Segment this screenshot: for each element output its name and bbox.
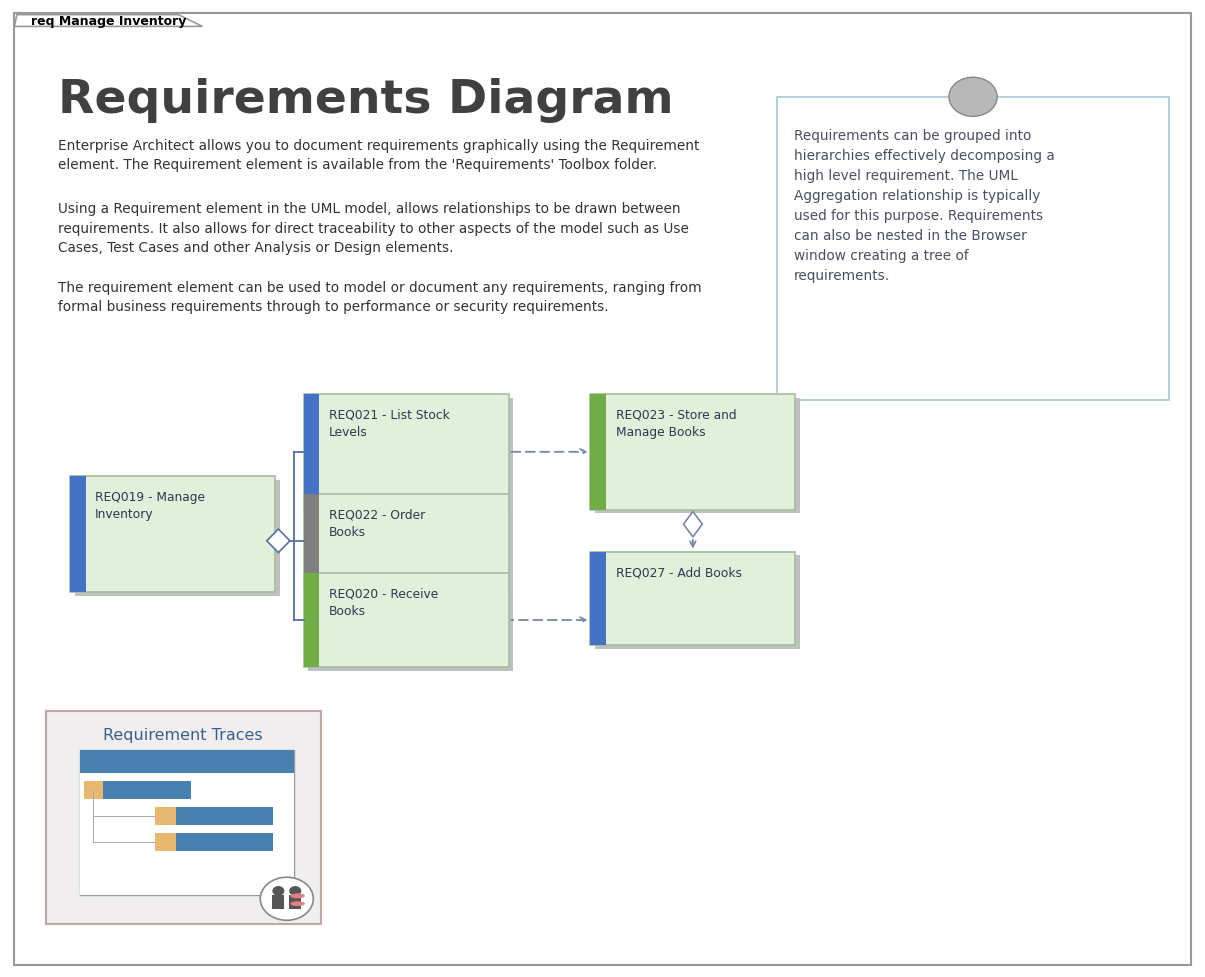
Circle shape [950,78,998,117]
Bar [272,895,284,909]
Circle shape [289,886,301,896]
Bar [308,577,513,671]
Bar [80,774,294,895]
Text: Using a Requirement element in the UML model, allows relationships to be drawn b: Using a Requirement element in the UML m… [58,202,689,255]
Bar [308,399,513,514]
Text: Requirement Traces: Requirement Traces [104,727,263,742]
Text: REQ027 - Add Books: REQ027 - Add Books [616,566,742,578]
Bar [304,573,509,667]
Bar [75,481,280,596]
Ellipse shape [290,901,305,907]
Polygon shape [266,530,290,553]
Text: REQ019 - Manage
Inventory: REQ019 - Manage Inventory [95,490,205,521]
Bar [590,395,606,510]
Bar [304,494,509,588]
Bar [154,807,176,826]
Bar [590,552,795,646]
Bar [595,556,800,650]
Bar [154,832,176,852]
Bar [304,573,319,667]
Bar [80,750,294,774]
Bar [304,395,319,510]
Bar [590,395,795,510]
Bar [176,807,272,826]
Bar [777,98,1169,401]
Text: REQ021 - List Stock
Levels: REQ021 - List Stock Levels [329,408,449,439]
Bar [590,552,606,646]
Polygon shape [14,16,202,27]
Bar [595,399,800,514]
Bar [70,477,86,592]
Bar [176,832,272,852]
Polygon shape [683,512,703,537]
Bar [104,781,192,799]
Circle shape [272,886,284,896]
Text: Requirements can be grouped into
hierarchies effectively decomposing a
high leve: Requirements can be grouped into hierarc… [794,129,1054,283]
Text: Enterprise Architect allows you to document requirements graphically using the R: Enterprise Architect allows you to docum… [58,139,699,172]
Bar [70,477,275,592]
Text: REQ023 - Store and
Manage Books: REQ023 - Store and Manage Books [616,408,736,439]
Text: REQ022 - Order
Books: REQ022 - Order Books [329,508,425,538]
Circle shape [260,877,313,920]
Bar [308,498,513,592]
Bar [304,395,509,510]
Text: req Manage Inventory: req Manage Inventory [31,15,187,27]
Text: REQ020 - Receive
Books: REQ020 - Receive Books [329,587,439,617]
Text: The requirement element can be used to model or document any requirements, rangi: The requirement element can be used to m… [58,280,701,314]
Text: Requirements Diagram: Requirements Diagram [58,78,674,123]
Ellipse shape [290,893,305,899]
Bar [80,750,294,895]
Bar [84,781,104,799]
Bar [304,494,319,588]
Bar [289,895,301,909]
Bar [46,711,321,924]
